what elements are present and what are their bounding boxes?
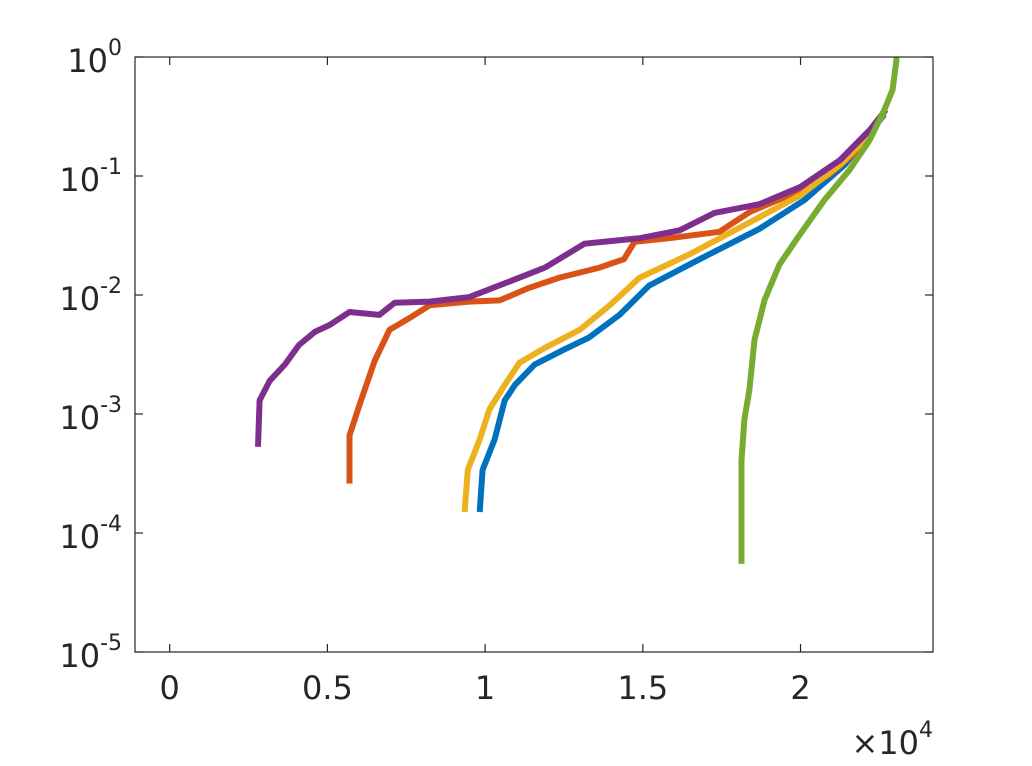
y-tick-base: 10 [59, 637, 100, 675]
x-multiplier: ×104 [851, 718, 933, 762]
y-tick-base: 10 [59, 518, 100, 556]
x-tick-label: 0.5 [302, 669, 353, 707]
y-tick-label: 10-4 [59, 512, 122, 556]
y-tick-label: 10-5 [59, 631, 122, 675]
x-tick-label: 2 [790, 669, 810, 707]
data-line [461, 108, 889, 513]
y-tick-exponent: -3 [100, 393, 122, 418]
y-tick-label: 10-1 [59, 155, 122, 199]
data-line [476, 112, 887, 513]
y-tick-label: 100 [67, 36, 122, 80]
x-multiplier-exponent: 4 [919, 718, 933, 743]
data-line [255, 107, 889, 447]
y-tick-label: 10-3 [59, 393, 122, 437]
axes-box [134, 56, 934, 653]
y-tick-exponent: 0 [108, 36, 122, 61]
plot-lines [255, 57, 900, 564]
y-tick-exponent: -2 [100, 274, 122, 299]
y-tick-base: 10 [59, 399, 100, 437]
y-tick-base: 10 [67, 42, 108, 80]
y-tick-exponent: -4 [100, 512, 122, 537]
y-tick-base: 10 [59, 161, 100, 199]
y-tick-exponent: -1 [100, 155, 122, 180]
x-multiplier-base: ×10 [851, 724, 919, 762]
x-tick-label: 1.5 [617, 669, 668, 707]
y-tick-label: 10-2 [59, 274, 122, 318]
y-tick-exponent: -5 [100, 631, 122, 656]
data-line [738, 57, 900, 564]
y-tick-base: 10 [59, 280, 100, 318]
x-tick-label: 1 [475, 669, 495, 707]
data-line [346, 108, 889, 484]
x-tick-label: 0 [160, 669, 180, 707]
